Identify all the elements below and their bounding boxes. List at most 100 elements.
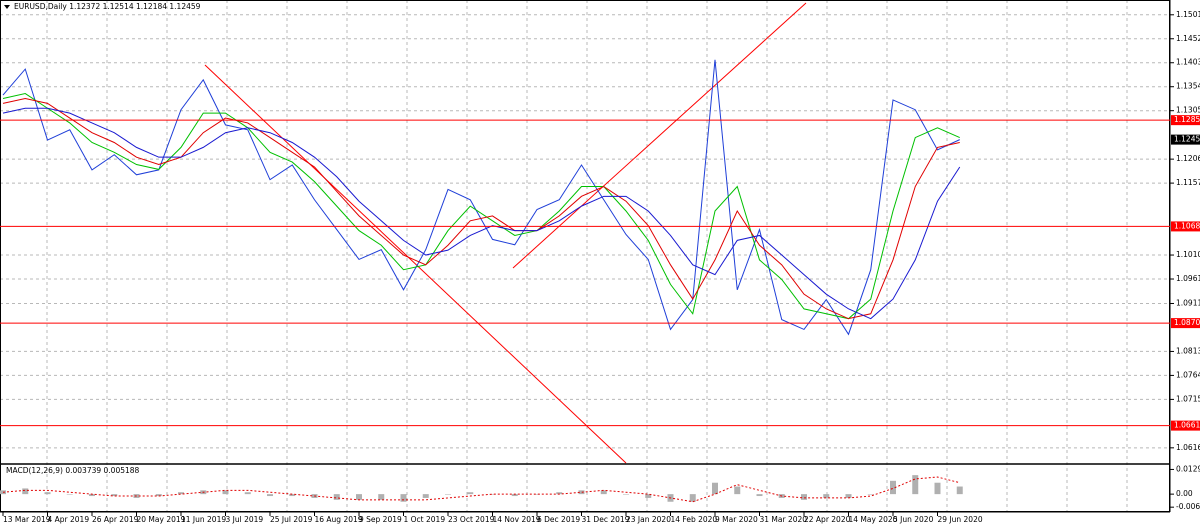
y-tick-label: 1.14030: [1176, 58, 1200, 67]
macd-bar: [222, 490, 229, 495]
x-tick-label: 20 May 2019: [137, 515, 186, 524]
macd-bar: [934, 482, 941, 495]
x-tick-label: 26 Apr 2019: [92, 515, 139, 524]
x-tick-label: 1 Oct 2019: [404, 515, 446, 524]
macd-bar: [178, 492, 184, 495]
chart-title: EURUSD,Daily 1.12372 1.12514 1.12184 1.1…: [14, 2, 201, 11]
macd-bar: [511, 494, 518, 497]
y-tick-label: 1.14520: [1176, 34, 1200, 43]
macd-bar: [712, 482, 718, 495]
macd-bar: [734, 486, 741, 495]
macd-bar: [400, 494, 407, 502]
x-tick-label: 4 Apr 2019: [48, 515, 90, 524]
level-label: 1.08709: [1174, 318, 1200, 327]
macd-bar: [823, 494, 830, 498]
macd-bar: [801, 494, 807, 500]
x-tick-label: 31 Dec 2019: [582, 515, 630, 524]
macd-bar: [89, 494, 95, 497]
level-label: 1.06614: [1174, 421, 1200, 430]
macd-bar: [890, 480, 896, 495]
y-tick-label: 1.13540: [1176, 82, 1200, 91]
macd-bar: [111, 494, 118, 497]
level-label-box: [1171, 420, 1200, 431]
y-tick-label: 1.06160: [1176, 443, 1200, 452]
macd-bar: [289, 494, 296, 497]
y-tick-label: 0.00: [1176, 489, 1193, 498]
macd-bar: [378, 494, 385, 500]
y-tick-label: 1.09110: [1176, 298, 1200, 307]
macd-bar: [756, 494, 763, 497]
macd-bar: [267, 494, 273, 497]
level-label-box: [1171, 318, 1200, 329]
y-tick-label: 1.07150: [1176, 394, 1200, 403]
macd-bar: [534, 494, 540, 495]
moving-average: [2, 97, 960, 320]
macd-bar: [155, 494, 162, 497]
x-tick-label: 9 Mar 2020: [715, 515, 758, 524]
level-label-box: [1171, 115, 1200, 126]
y-tick-label: -0.00686: [1176, 502, 1200, 511]
macd-bar: [467, 492, 474, 495]
x-tick-label: 14 Feb 2020: [671, 515, 718, 524]
y-tick-label: 1.07640: [1176, 370, 1200, 379]
x-tick-label: 5 Jun 2020: [893, 515, 934, 524]
y-tick-label: 1.11570: [1176, 178, 1200, 187]
trend-line: [512, 2, 807, 269]
level-label: 1.12857: [1174, 115, 1200, 124]
current-price-label: 1.12459: [1174, 135, 1200, 144]
macd-bar: [489, 494, 496, 495]
y-tick-label: 1.12060: [1176, 154, 1200, 163]
x-tick-label: 16 Aug 2019: [315, 515, 363, 524]
macd-bar: [356, 494, 362, 500]
price-line: [2, 59, 960, 336]
macd-bar: [333, 494, 340, 500]
x-tick-label: 14 Nov 2019: [493, 515, 541, 524]
macd-bar: [556, 492, 563, 495]
macd-bar: [600, 490, 607, 495]
current-price-box: [1171, 134, 1200, 145]
macd-title: MACD(12,26,9) 0.003739 0.005188: [6, 466, 140, 475]
level-label-box: [1171, 221, 1200, 232]
y-tick-label: 0.01299: [1176, 464, 1200, 473]
x-tick-label: 22 Apr 2020: [804, 515, 851, 524]
macd-bar: [867, 494, 874, 495]
macd-bar: [956, 486, 963, 495]
macd-bar: [244, 492, 251, 495]
x-tick-label: 11 Jun 2019: [181, 515, 226, 524]
x-tick-label: 23 Jan 2020: [626, 515, 671, 524]
y-tick-label: 1.15010: [1176, 10, 1200, 19]
macd-bar: [66, 494, 73, 495]
macd-bar: [623, 494, 629, 495]
y-tick-label: 1.08130: [1176, 346, 1200, 355]
x-tick-label: 6 Dec 2019: [537, 515, 580, 524]
moving-average: [2, 107, 961, 320]
macd-bar: [845, 494, 852, 498]
menu-arrow[interactable]: [4, 5, 10, 9]
x-tick-label: 13 Mar 2019: [3, 515, 51, 524]
x-tick-label: 9 Sep 2019: [359, 515, 402, 524]
macd-bar: [445, 494, 451, 495]
macd-bar: [578, 490, 585, 495]
x-tick-label: 25 Jul 2019: [270, 515, 313, 524]
level-label: 1.10685: [1174, 221, 1200, 230]
x-tick-label: 29 Jun 2020: [938, 515, 983, 524]
trend-line: [204, 64, 627, 464]
moving-average: [2, 93, 960, 320]
macd-bar: [44, 492, 51, 495]
x-tick-label: 3 Jul 2019: [226, 515, 264, 524]
signal-line: [2, 476, 960, 503]
y-tick-label: 1.13050: [1176, 106, 1200, 115]
x-tick-label: 23 Oct 2019: [448, 515, 495, 524]
macd-bar: [422, 494, 429, 498]
macd-bar: [645, 494, 652, 498]
x-tick-label: 14 May 2020: [849, 515, 898, 524]
macd-bar: [689, 494, 696, 502]
y-tick-label: 1.10100: [1176, 250, 1200, 259]
x-tick-label: 31 Mar 2020: [760, 515, 808, 524]
macd-bar: [22, 488, 29, 495]
y-tick-label: 1.09610: [1176, 274, 1200, 283]
frame: [0, 0, 1170, 512]
macd-bar: [912, 475, 919, 495]
